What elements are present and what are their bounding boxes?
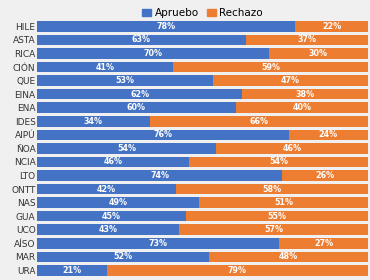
Bar (289, 130, 368, 140)
Bar (37, 130, 289, 140)
Text: 47%: 47% (281, 76, 300, 85)
Text: 60%: 60% (127, 103, 146, 112)
Bar (173, 62, 368, 72)
Bar (209, 251, 368, 262)
Bar (149, 116, 368, 127)
Text: 74%: 74% (150, 171, 169, 180)
Bar (37, 251, 209, 262)
Text: 73%: 73% (148, 239, 167, 248)
Bar (37, 75, 212, 86)
Text: 49%: 49% (109, 198, 128, 207)
Text: 26%: 26% (316, 171, 334, 180)
Text: 66%: 66% (249, 117, 268, 126)
Bar (186, 211, 368, 221)
Bar (246, 35, 368, 45)
Bar (37, 116, 149, 127)
Text: 52%: 52% (114, 252, 133, 261)
Text: 53%: 53% (115, 76, 134, 85)
Text: 62%: 62% (130, 90, 149, 99)
Bar (37, 211, 186, 221)
Text: 22%: 22% (322, 22, 342, 31)
Bar (37, 238, 279, 249)
Text: 38%: 38% (296, 90, 315, 99)
Text: 24%: 24% (319, 130, 338, 139)
Bar (199, 197, 368, 208)
Text: 34%: 34% (84, 117, 103, 126)
Bar (37, 35, 246, 45)
Bar (37, 62, 173, 72)
Bar (216, 143, 368, 154)
Bar (279, 238, 368, 249)
Text: 51%: 51% (274, 198, 293, 207)
Text: 76%: 76% (153, 130, 172, 139)
Bar (269, 48, 368, 59)
Text: 48%: 48% (279, 252, 298, 261)
Bar (189, 157, 368, 167)
Text: 43%: 43% (99, 225, 118, 234)
Text: 45%: 45% (102, 212, 121, 221)
Legend: Apruebo, Rechazo: Apruebo, Rechazo (138, 4, 267, 22)
Text: 63%: 63% (132, 36, 151, 45)
Text: 46%: 46% (104, 157, 123, 166)
Text: 57%: 57% (264, 225, 283, 234)
Text: 37%: 37% (297, 36, 316, 45)
Text: 54%: 54% (269, 157, 288, 166)
Text: 59%: 59% (261, 62, 280, 72)
Text: 46%: 46% (282, 144, 302, 153)
Text: 78%: 78% (157, 22, 176, 31)
Bar (37, 170, 282, 181)
Bar (176, 184, 368, 194)
Bar (212, 75, 368, 86)
Bar (236, 102, 368, 113)
Text: 30%: 30% (309, 49, 328, 58)
Text: 42%: 42% (97, 185, 116, 193)
Bar (282, 170, 368, 181)
Text: 58%: 58% (263, 185, 282, 193)
Bar (37, 89, 242, 99)
Bar (37, 197, 199, 208)
Text: 21%: 21% (62, 266, 81, 275)
Text: 70%: 70% (144, 49, 162, 58)
Bar (37, 265, 107, 276)
Text: 54%: 54% (117, 144, 136, 153)
Text: 41%: 41% (95, 62, 114, 72)
Bar (37, 157, 189, 167)
Bar (37, 184, 176, 194)
Bar (37, 21, 295, 32)
Text: 27%: 27% (314, 239, 333, 248)
Bar (37, 143, 216, 154)
Text: 55%: 55% (268, 212, 287, 221)
Bar (295, 21, 368, 32)
Bar (37, 225, 179, 235)
Bar (37, 48, 269, 59)
Bar (242, 89, 368, 99)
Bar (179, 225, 368, 235)
Bar (37, 102, 236, 113)
Text: 79%: 79% (228, 266, 247, 275)
Bar (107, 265, 368, 276)
Text: 40%: 40% (292, 103, 312, 112)
